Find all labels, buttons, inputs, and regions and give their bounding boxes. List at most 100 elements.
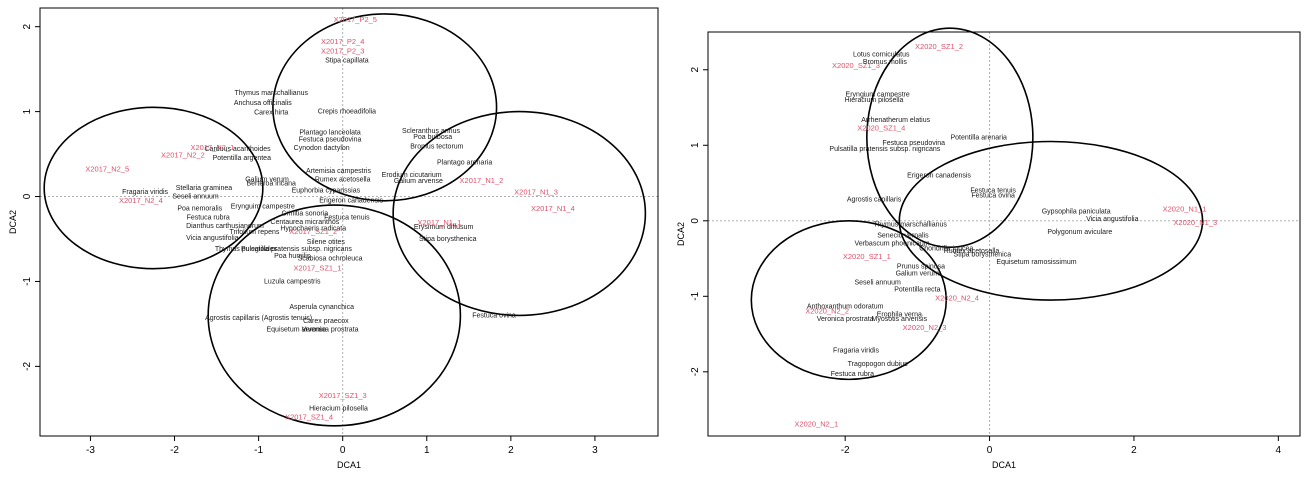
species-label: Tragopogon dubius <box>848 361 909 368</box>
y-axis-label: DCA2 <box>8 210 18 234</box>
site-label: X2017_P2_4 <box>321 37 364 46</box>
x-tick-label: 0 <box>987 445 993 456</box>
species-label: Rumex acetosella <box>315 176 371 183</box>
species-label: Seseli annuum <box>172 193 218 200</box>
species-label: Vicia angustifolia <box>1086 216 1139 223</box>
species-label: Stipa capillata <box>325 57 369 64</box>
site-label: X2017_N1_4 <box>531 204 575 213</box>
species-label: Festuca ovina <box>472 312 516 319</box>
species-label: Agrostis capillaris (Agrostis tenuis) <box>205 315 312 322</box>
y-tick-label: 2 <box>690 67 701 73</box>
species-label: Stipa borysthenica <box>419 236 477 243</box>
site-label: X2017_P2_3 <box>321 46 364 55</box>
species-label: Crepis rhoeadifolia <box>318 108 376 115</box>
site-label: X2020_SZ1_4 <box>857 124 905 133</box>
species-label: Poa bulbosa <box>413 134 452 141</box>
species-label: Agrostis capillaris <box>847 196 902 203</box>
species-label: Thymus marschallianus <box>234 90 308 97</box>
species-label: Festuca rubra <box>187 215 230 222</box>
site-label: X2017_SZ1_1 <box>293 264 341 273</box>
species-label: Polygonum aviculare <box>1047 229 1112 236</box>
species-label: Luzula campestris <box>264 278 321 285</box>
site-label: X2017_P2_5 <box>334 15 377 24</box>
species-label: Potentilla argentea <box>213 155 271 162</box>
y-tick-label: 2 <box>22 23 33 29</box>
species-label: Festuca tenuis <box>324 215 370 222</box>
species-label: Galium arvense <box>394 178 443 185</box>
species-label: Equisetum ramosissimum <box>996 259 1076 266</box>
site-label: X2020_N2_4 <box>935 294 979 303</box>
species-label: Festuca rubra <box>831 371 874 378</box>
site-label: X2017_SZ1_2 <box>289 227 337 236</box>
species-label: Crinitia sonoria <box>282 210 329 217</box>
y-tick-label: 0 <box>690 218 701 224</box>
site-label: X2020_N1_1 <box>1163 204 1207 213</box>
y-tick-label: -2 <box>22 361 33 370</box>
dca-panel-2: -2 0 2 4 -2 -1 0 1 2 DCA1 DCA2 Lotus corniculatusBr… <box>676 28 1300 470</box>
species-label: Berteroa incana <box>247 181 297 188</box>
site-label: X2020_N2_2 <box>805 306 849 315</box>
site-label: X2017_N1_3 <box>514 187 558 196</box>
species-label: Poa nemoralis <box>177 205 222 212</box>
site-label: X2020_SZ1_1 <box>843 252 891 261</box>
species-label: Stellaria graminea <box>176 185 233 192</box>
y-tick-label: 1 <box>22 108 33 114</box>
species-label: Erigeron canadensis <box>319 198 383 205</box>
site-label: X2020_N1_3 <box>1173 218 1217 227</box>
species-label: Asperula cynanchica <box>289 304 354 311</box>
species-label: Gypsophila paniculata <box>1042 209 1111 216</box>
site-label: X2020_SZ1_2 <box>915 42 963 51</box>
species-label: Chondrilla juncea <box>919 246 973 253</box>
site-label: X2017_N2_4 <box>119 196 163 205</box>
x-axis-label: DCA1 <box>337 460 361 470</box>
site-label: X2017_SZ1_3 <box>319 391 367 400</box>
species-label: Festuca pseudovina <box>299 136 362 143</box>
y-tick-label: 1 <box>690 142 701 148</box>
y-tick-label: -1 <box>22 277 33 286</box>
species-label: Plantago arenaria <box>437 159 492 166</box>
x-axis-label: DCA1 <box>992 460 1016 470</box>
dca-panel-1: -3 -2 -1 0 1 2 3 -2 -1 0 1 2 DCA1 DCA2 Stipa capillata… <box>8 8 658 470</box>
species-label: Euphorbia cyparissias <box>292 187 361 194</box>
species-label: Potentilla recta <box>894 286 940 293</box>
species-label: Fragaria viridis <box>833 348 879 355</box>
species-label: Carex hirta <box>254 109 288 116</box>
species-label: Pulsatilla pratensis subsp. nigricans <box>829 146 940 153</box>
species-label: Myosotis arvensis <box>871 316 927 323</box>
species-label: Cynodon dactylon <box>294 145 350 152</box>
x-tick-label: 1 <box>424 445 430 456</box>
y-axis-label: DCA2 <box>676 222 686 246</box>
species-label: Galium verum <box>896 270 940 277</box>
x-tick-label: 2 <box>508 445 514 456</box>
x-tick-label: 4 <box>1276 445 1282 456</box>
x-tick-label: -2 <box>841 445 850 456</box>
species-label: Thymus marschallianus <box>873 221 947 228</box>
species-label: Lotus corniculatus <box>853 51 910 58</box>
species-label: Anchusa officinalis <box>234 100 292 107</box>
species-label: Stipa borysthenica <box>954 252 1012 259</box>
y-tick-label: 0 <box>22 193 33 199</box>
site-label: X2017_N1_2 <box>460 176 504 185</box>
species-label: Veronica prostrata <box>817 316 874 323</box>
plot-frame <box>708 32 1300 436</box>
site-label: X2017_N2_5 <box>85 164 129 173</box>
site-label: X2017_N2_1 <box>190 143 234 152</box>
species-label: Scabiosa ochroleuca <box>298 255 363 262</box>
x-tick-label: 2 <box>1131 445 1137 456</box>
x-tick-label: 3 <box>592 445 598 456</box>
y-tick-label: -1 <box>690 291 701 300</box>
site-label: X2020_SZ1_3 <box>832 61 880 70</box>
species-label: Erigeron canadensis <box>907 172 971 179</box>
species-label: Potentilla arenaria <box>951 135 1008 142</box>
x-tick-label: -3 <box>86 445 95 456</box>
species-label: Veronica prostrata <box>302 327 359 334</box>
species-label: Carex praecox <box>303 318 349 325</box>
species-label: Bromus tectorum <box>410 143 463 150</box>
species-label: Senecio vernalis <box>877 233 929 240</box>
site-label: X2020_N2_3 <box>903 323 947 332</box>
x-tick-label: -2 <box>170 445 179 456</box>
y-tick-label: -2 <box>690 367 701 376</box>
x-tick-label: -1 <box>254 445 263 456</box>
site-label: X2017_N1_1 <box>417 218 461 227</box>
